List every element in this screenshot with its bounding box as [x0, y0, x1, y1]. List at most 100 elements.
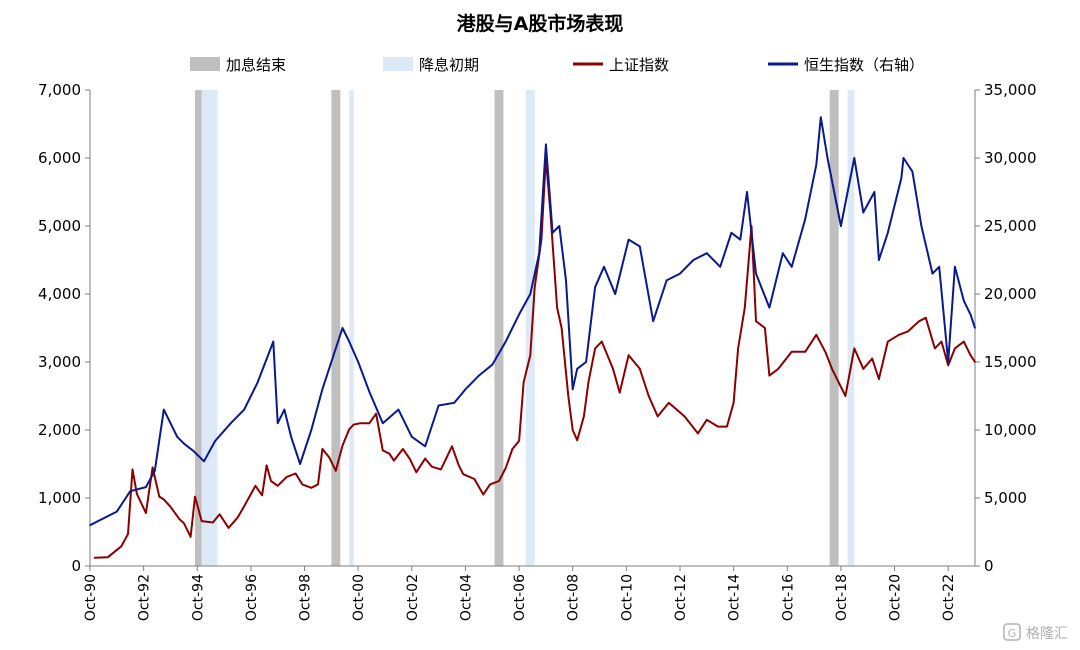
x-tick-label-0: Oct-90: [83, 574, 99, 621]
shanghai-point-23: [261, 494, 263, 497]
shanghai-point-71: [583, 415, 585, 418]
hang-seng-point-52: [665, 279, 668, 282]
legend-label-0: 加息结束: [226, 56, 286, 74]
shanghai-point-4: [131, 468, 134, 471]
hang-seng-point-30: [437, 404, 440, 407]
hang-seng-point-45: [585, 361, 587, 363]
hang-seng-point-16: [276, 422, 279, 425]
hike-end-band-0: [195, 90, 202, 566]
x-tick-label-14: Oct-18: [834, 574, 850, 621]
shanghai-point-74: [600, 340, 603, 343]
shanghai-point-81: [668, 402, 670, 404]
shanghai-point-55: [489, 483, 491, 486]
x-tick-label-16: Oct-22: [941, 574, 957, 621]
shanghai-point-68: [567, 395, 570, 397]
hang-seng-point-48: [614, 293, 616, 295]
shanghai-point-60: [522, 381, 525, 384]
hang-seng-point-15: [272, 340, 275, 343]
shanghai-point-115: [963, 340, 965, 343]
right-tick-label-3: 15,000: [984, 353, 1037, 371]
hang-seng-point-40: [551, 232, 554, 234]
shanghai-point-66: [556, 306, 558, 309]
shanghai-point-91: [755, 320, 757, 323]
x-tick-label-4: Oct-98: [298, 574, 314, 621]
shanghai-point-21: [247, 497, 250, 499]
legend: 加息结束 降息初期 上证指数 恒生指数（右轴）: [190, 56, 924, 74]
shanghai-point-48: [431, 465, 433, 468]
shanghai-point-96: [804, 351, 806, 353]
shanghai-point-77: [627, 354, 630, 357]
watermark-text: 格隆汇: [1026, 626, 1068, 642]
hang-seng-point-58: [739, 238, 742, 241]
right-tick-label-5: 25,000: [984, 217, 1037, 235]
shanghai-point-27: [285, 476, 288, 478]
hang-seng-point-69: [853, 157, 856, 159]
hang-seng-point-32: [464, 388, 467, 391]
shanghai-point-47: [424, 457, 427, 460]
hang-seng-point-46: [594, 286, 596, 289]
watermark: G 格隆汇: [1003, 623, 1068, 642]
x-tick-label-13: Oct-16: [780, 574, 796, 621]
shanghai-point-85: [717, 425, 719, 428]
shanghai-point-46: [415, 471, 418, 473]
legend-label-2: 上证指数: [609, 56, 669, 74]
shanghai-point-29: [301, 483, 304, 486]
hang-seng-point-39: [545, 143, 547, 146]
left-tick-label-1: 1,000: [38, 489, 81, 507]
hang-seng-point-38: [538, 252, 541, 254]
hang-seng-point-19: [299, 463, 301, 465]
shanghai-point-5: [136, 493, 138, 495]
hang-seng-point-29: [424, 445, 427, 448]
hang-seng-point-61: [768, 306, 771, 309]
shanghai-point-95: [790, 351, 793, 353]
shanghai-point-15: [200, 520, 203, 522]
hang-seng-point-82: [963, 300, 965, 302]
hang-seng-point-74: [900, 177, 903, 180]
shanghai-point-49: [440, 468, 442, 471]
hang-seng-point-2: [116, 510, 118, 513]
hang-seng-point-55: [706, 252, 708, 254]
x-tick-label-9: Oct-08: [566, 574, 582, 621]
hang-seng-point-37: [529, 293, 532, 295]
shanghai-point-110: [925, 317, 927, 319]
shanghai-point-98: [824, 351, 827, 353]
hang-seng-point-54: [692, 259, 695, 261]
hang-seng-point-33: [478, 374, 480, 377]
shanghai-point-79: [647, 395, 650, 397]
hang-seng-point-44: [576, 368, 578, 370]
hang-seng-point-78: [931, 272, 934, 275]
hang-seng-point-21: [321, 388, 324, 391]
shanghai-point-34: [335, 470, 337, 472]
hang-seng-point-6: [162, 408, 165, 411]
shanghai-point-87: [732, 402, 735, 404]
shanghai-point-72: [587, 381, 590, 384]
hang-seng-point-60: [755, 272, 757, 275]
hang-seng-point-67: [826, 157, 829, 159]
shanghai-point-103: [862, 368, 865, 370]
hang-seng-point-84: [974, 327, 976, 329]
hang-seng-point-13: [243, 408, 246, 411]
hang-seng-point-28: [411, 436, 413, 438]
hike-end-band-6: [829, 90, 839, 566]
hang-seng-point-71: [873, 191, 876, 193]
hang-seng-point-25: [368, 391, 371, 393]
hang-seng-point-26: [381, 422, 384, 425]
shanghai-point-80: [656, 415, 659, 418]
shanghai-point-58: [511, 448, 514, 450]
shanghai-point-107: [898, 334, 900, 336]
shanghai-point-37: [352, 423, 355, 426]
shanghai-point-6: [145, 512, 147, 514]
shanghai-point-86: [726, 425, 728, 428]
hang-seng-point-1: [102, 517, 105, 520]
shanghai-point-35: [341, 444, 344, 447]
shanghai-point-41: [381, 449, 384, 452]
legend-label-1: 降息初期: [419, 56, 479, 74]
shanghai-point-28: [294, 472, 297, 475]
x-tick-label-11: Oct-12: [673, 574, 689, 621]
hang-seng-point-47: [603, 266, 605, 268]
shanghai-point-101: [844, 395, 847, 397]
tick-labels: 0 1,000 2,000 3,000 4,000 5,000 6,000 7,000 0 5,0…: [38, 81, 1036, 621]
shanghai-point-70: [576, 439, 578, 442]
shanghai-index-line: [94, 157, 976, 559]
